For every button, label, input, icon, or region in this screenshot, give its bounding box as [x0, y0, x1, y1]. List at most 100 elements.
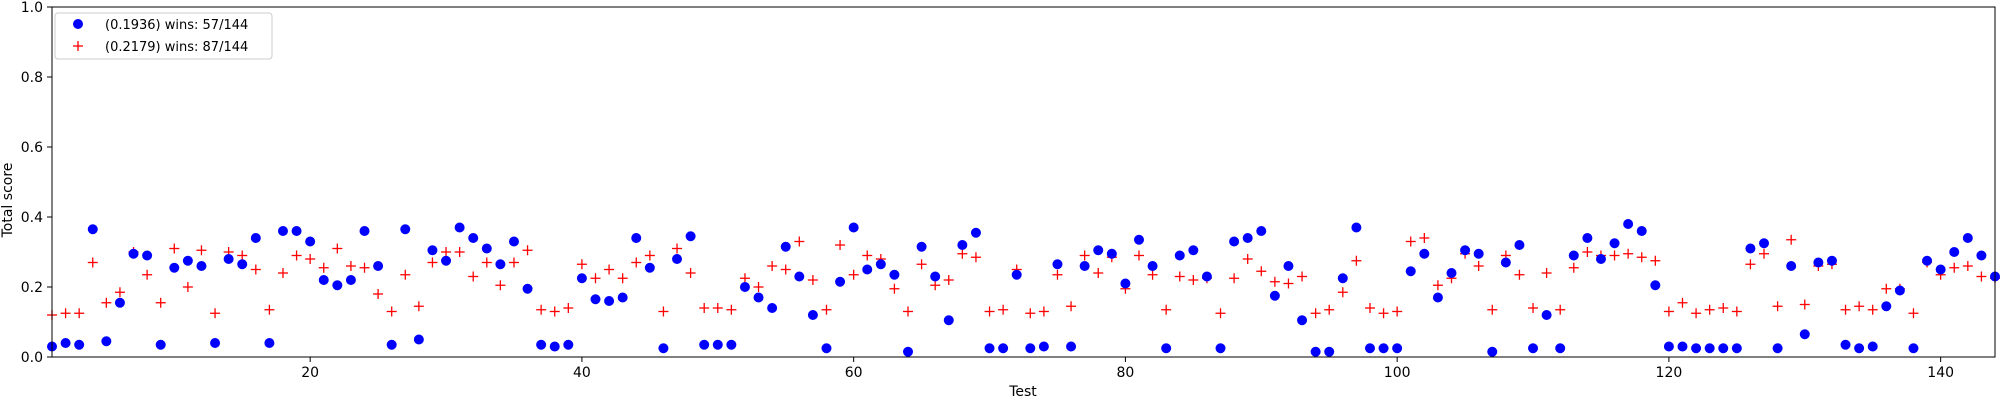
- data-point: [1500, 257, 1511, 268]
- data-point: [1079, 261, 1090, 271]
- data-point: [1473, 248, 1484, 259]
- data-point: [1772, 301, 1783, 312]
- plot-frame: [51, 6, 1996, 358]
- data-point: [1935, 264, 1946, 275]
- data-point: [1663, 306, 1674, 317]
- data-point: [1555, 304, 1566, 315]
- data-point: [1922, 255, 1933, 266]
- data-point: [998, 343, 1009, 354]
- data-point: [1229, 273, 1240, 284]
- data-point: [1704, 343, 1715, 354]
- data-point: [1310, 346, 1321, 357]
- data-point: [1514, 269, 1525, 280]
- data-point: [658, 343, 669, 354]
- y-tick-label: 1.0: [21, 0, 43, 16]
- data-point: [305, 254, 316, 264]
- data-point: [1093, 245, 1104, 256]
- data-point: [1256, 266, 1267, 277]
- data-point: [1976, 271, 1987, 282]
- data-point: [1894, 285, 1905, 296]
- data-point: [1568, 262, 1579, 273]
- x-axis-label: Test: [1008, 384, 1037, 400]
- data-point: [359, 226, 370, 236]
- data-point: [1324, 304, 1335, 315]
- y-tick-label: 0.0: [21, 350, 43, 366]
- data-point: [1691, 343, 1702, 354]
- data-point: [1487, 304, 1498, 315]
- data-point: [1242, 233, 1253, 243]
- data-point: [576, 259, 587, 270]
- data-point: [60, 338, 71, 348]
- data-point: [1337, 273, 1348, 284]
- data-point: [685, 268, 696, 278]
- data-point: [726, 304, 737, 315]
- data-point: [604, 296, 615, 306]
- data-point: [441, 255, 452, 266]
- data-point: [1201, 271, 1212, 282]
- data-point: [1745, 243, 1756, 254]
- data-point: [1704, 304, 1715, 315]
- legend: (0.1936) wins: 57/144 (0.2179) wins: 87/…: [54, 12, 273, 60]
- data-point: [522, 245, 533, 256]
- x-tick-label: 20: [301, 365, 319, 381]
- data-point: [1297, 271, 1308, 282]
- data-point: [1949, 262, 1960, 273]
- data-point: [1854, 301, 1865, 312]
- data-point: [753, 292, 764, 303]
- data-point: [1881, 301, 1892, 312]
- data-point: [957, 240, 968, 250]
- data-point: [807, 310, 818, 320]
- data-point: [848, 222, 859, 233]
- data-point: [1364, 343, 1375, 354]
- data-point: [345, 261, 356, 271]
- data-point: [821, 343, 832, 354]
- data-point: [1025, 343, 1036, 354]
- data-point: [373, 261, 384, 271]
- data-point: [1215, 343, 1226, 354]
- data-point: [1419, 248, 1430, 259]
- data-point: [1786, 261, 1797, 271]
- data-point: [1337, 287, 1348, 298]
- data-point: [1867, 304, 1878, 315]
- data-point: [1161, 304, 1172, 315]
- data-point: [998, 304, 1009, 315]
- data-point: [712, 339, 723, 350]
- data-point: [1731, 306, 1742, 317]
- data-point: [1066, 301, 1077, 312]
- data-point: [386, 306, 397, 317]
- data-point: [1161, 343, 1172, 354]
- y-tick-label: 0.4: [21, 210, 43, 226]
- data-point: [169, 262, 180, 273]
- data-point: [889, 283, 900, 294]
- data-point: [1663, 341, 1674, 352]
- data-point: [1147, 269, 1158, 280]
- data-point: [413, 334, 424, 345]
- data-point: [210, 308, 221, 319]
- data-point: [345, 275, 356, 285]
- data-point: [1595, 254, 1606, 264]
- data-point: [712, 303, 723, 313]
- data-point: [1514, 240, 1525, 250]
- data-point: [685, 231, 696, 242]
- x-tick-label: 60: [845, 365, 863, 381]
- data-point: [1297, 315, 1308, 326]
- data-point: [413, 301, 424, 312]
- data-point: [454, 222, 465, 233]
- data-point: [1133, 234, 1144, 245]
- data-point: [1745, 259, 1756, 270]
- data-point: [1867, 341, 1878, 352]
- data-point: [101, 297, 112, 308]
- data-point: [794, 236, 805, 247]
- data-point: [699, 339, 710, 350]
- data-point: [1242, 254, 1253, 264]
- data-point: [1541, 268, 1552, 278]
- data-point: [767, 303, 778, 313]
- data-point: [1840, 304, 1851, 315]
- data-point: [373, 289, 384, 299]
- data-point: [1541, 310, 1552, 320]
- data-point: [441, 247, 452, 257]
- data-point: [1460, 245, 1471, 256]
- data-point: [250, 264, 261, 275]
- data-point: [835, 240, 846, 250]
